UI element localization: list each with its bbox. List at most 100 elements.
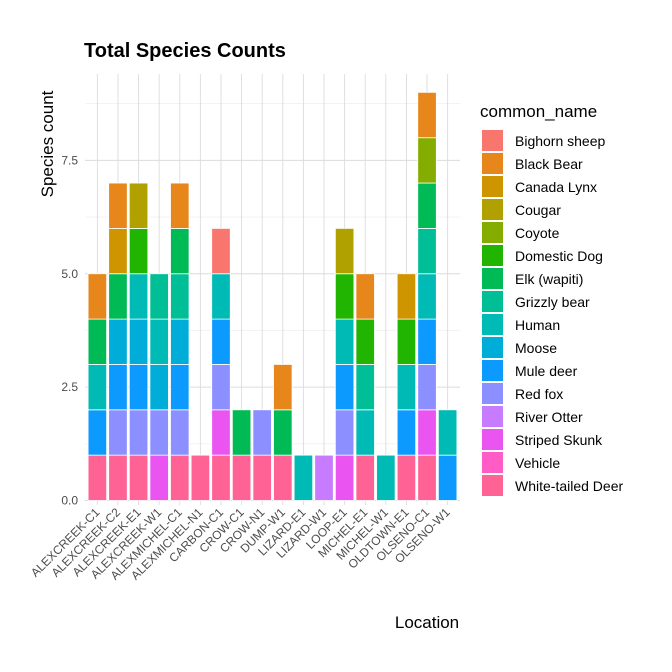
legend-swatch	[482, 314, 503, 335]
legend-label: Human	[515, 317, 560, 333]
bar-segment	[108, 364, 128, 411]
bar-segment	[231, 454, 252, 501]
bar-segment	[128, 364, 149, 411]
y-tick-labels: 0.0 2.5 5.0 7.5	[61, 153, 78, 507]
bar-segment	[334, 318, 355, 365]
legend-swatch	[482, 245, 503, 266]
bar-segment	[355, 409, 375, 456]
bar-segment	[128, 409, 149, 456]
legend-label: Coyote	[515, 225, 560, 241]
bar-segment	[87, 318, 108, 365]
bar-segment	[334, 409, 355, 456]
bar-segment	[108, 318, 128, 365]
bar-segment	[334, 364, 355, 411]
legend-label: River Otter	[515, 409, 583, 425]
legend-title: common_name	[480, 102, 597, 121]
bar-segment	[149, 454, 169, 501]
bar-segment	[396, 409, 417, 456]
legend-swatch	[482, 130, 503, 151]
bar-segment	[417, 273, 437, 320]
bar-segment	[128, 182, 149, 229]
bar-segment	[437, 409, 458, 456]
bar-segment	[108, 182, 128, 229]
legend-swatch	[482, 222, 503, 243]
legend-label: Canada Lynx	[515, 179, 597, 195]
legend-swatch	[482, 360, 503, 381]
legend-label: Striped Skunk	[515, 432, 603, 448]
bar-segment	[211, 273, 231, 320]
y-axis-title: Species count	[38, 90, 57, 197]
bar-segment	[149, 273, 169, 320]
bar-segment	[273, 409, 293, 456]
bars	[87, 91, 458, 501]
legend-label: Grizzly bear	[515, 294, 590, 310]
bar-segment	[396, 318, 417, 365]
bar-segment	[108, 409, 128, 456]
legend-label: Red fox	[515, 386, 563, 402]
bar-segment	[334, 227, 355, 275]
bar-segment	[417, 318, 437, 365]
legend-label: Vehicle	[515, 455, 560, 471]
bar-segment	[211, 318, 231, 365]
bar-segment	[149, 409, 169, 456]
bar-segment	[170, 318, 190, 365]
x-tick-labels: ALEXCREEK-C1ALEXCREEK-C2ALEXCREEK-E1ALEX…	[28, 505, 453, 583]
legend-swatch	[482, 291, 503, 312]
legend-swatch	[482, 337, 503, 358]
bar-segment	[417, 227, 437, 275]
legend-label: Cougar	[515, 202, 561, 218]
bar-segment	[108, 273, 128, 320]
bar-segment	[87, 364, 108, 411]
bar-segment	[211, 454, 231, 501]
legend-label: Domestic Dog	[515, 248, 603, 264]
bar-segment	[108, 454, 128, 501]
bar-segment	[355, 364, 375, 411]
x-axis-title: Location	[395, 613, 459, 632]
bar-segment	[417, 364, 437, 411]
bar-segment	[293, 454, 314, 501]
legend-swatch	[482, 199, 503, 220]
bar-segment	[273, 364, 293, 411]
bar-segment	[170, 273, 190, 320]
bar-segment	[355, 273, 375, 320]
bar-segment	[170, 454, 190, 501]
bar-segment	[396, 364, 417, 411]
y-tick-label: 7.5	[61, 153, 78, 167]
legend: common_name Bighorn sheep Black Bear Canad…	[480, 102, 623, 496]
chart-title: Total Species Counts	[84, 40, 286, 62]
legend-swatch	[482, 268, 503, 289]
legend-label: Mule deer	[515, 363, 578, 379]
bar-segment	[437, 454, 458, 501]
legend-swatch	[482, 153, 503, 174]
legend-swatch	[482, 176, 503, 197]
bar-segment	[87, 409, 108, 456]
bar-segment	[108, 227, 128, 275]
legend-label: Elk (wapiti)	[515, 271, 583, 287]
legend-label: White-tailed Deer	[515, 478, 623, 494]
legend-swatch	[482, 429, 503, 450]
legend-swatch	[482, 383, 503, 404]
bar-segment	[417, 182, 437, 229]
y-tick-label: 2.5	[61, 380, 78, 394]
y-tick-label: 0.0	[61, 494, 78, 508]
bar-segment	[211, 364, 231, 411]
legend-label: Bighorn sheep	[515, 133, 606, 149]
bar-segment	[211, 409, 231, 456]
bar-segment	[128, 454, 149, 501]
bar-segment	[87, 273, 108, 320]
bar-segment	[231, 409, 252, 456]
bar-segment	[252, 454, 272, 501]
bar-segment	[417, 454, 437, 501]
bar-segment	[273, 454, 293, 501]
legend-label: Black Bear	[515, 156, 583, 172]
bar-segment	[396, 454, 417, 501]
bar-segment	[334, 273, 355, 320]
bar-segment	[170, 227, 190, 275]
bar-segment	[87, 454, 108, 501]
bar-segment	[128, 318, 149, 365]
bar-segment	[149, 318, 169, 365]
bar-segment	[417, 409, 437, 456]
bar-segment	[396, 273, 417, 320]
y-tick-label: 5.0	[61, 267, 78, 281]
